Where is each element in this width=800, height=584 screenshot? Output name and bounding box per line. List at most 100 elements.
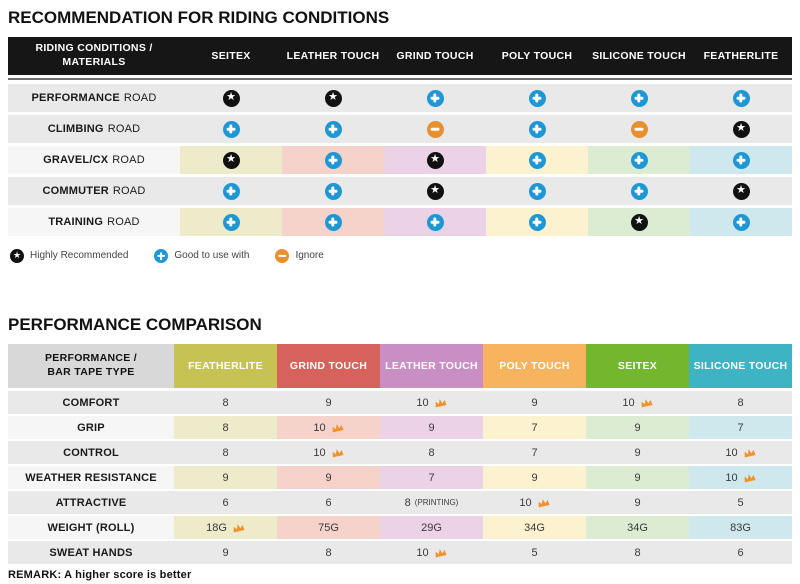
score-value: 9 — [634, 471, 641, 484]
score-cell: 8 — [174, 391, 277, 414]
performance-comparison-title: PERFORMANCE COMPARISON — [8, 315, 262, 334]
riding-header-label: RIDING CONDITIONS / MATERIALS — [35, 42, 153, 68]
score-value: 75G — [318, 521, 339, 534]
crown-icon — [742, 471, 757, 483]
score-value: 6 — [737, 546, 744, 559]
riding-header-col: GRIND TOUCH — [396, 50, 474, 62]
score-value: 8 — [428, 446, 435, 459]
score-value: 10 — [416, 396, 429, 409]
riding-table-header: RIDING CONDITIONS / MATERIALS SEITEX LEATH… — [8, 37, 792, 75]
table-row: SWEAT HANDS 9 8 10 5 8 6 — [8, 541, 792, 564]
score-cell: 10 — [586, 391, 689, 414]
crown-icon — [536, 496, 551, 508]
score-cell: 83G — [689, 516, 792, 539]
score-value: 8 — [634, 546, 641, 559]
row-label: COMMUTER ROAD — [8, 177, 180, 205]
score-cell: 34G — [586, 516, 689, 539]
plus-icon — [324, 151, 342, 169]
rating-cell: ★ — [384, 146, 486, 174]
rating-cell — [180, 208, 282, 236]
plus-icon — [528, 89, 546, 107]
score-cell: 9 — [483, 466, 586, 489]
row-label: SWEAT HANDS — [8, 541, 174, 564]
score-cell: 9 — [586, 416, 689, 439]
rating-cell — [690, 84, 792, 112]
score-value: 9 — [634, 446, 641, 459]
score-cell: 10 — [277, 416, 380, 439]
score-value: 10 — [725, 471, 738, 484]
score-cell: 75G — [277, 516, 380, 539]
performance-section: PERFORMANCE COMPARISON PERFORMANCE / BAR… — [8, 315, 792, 581]
score-cell: 9 — [277, 466, 380, 489]
score-cell: 10 — [689, 441, 792, 464]
score-cell: 7 — [483, 441, 586, 464]
score-value: 9 — [428, 421, 435, 434]
legend-item: ★ Highly Recommended — [10, 248, 129, 263]
performance-header-col: FEATHERLITE — [174, 344, 277, 388]
plus-icon — [222, 213, 240, 231]
row-label: ATTRACTIVE — [8, 491, 174, 514]
row-label: COMFORT — [8, 391, 174, 414]
score-cell: 8 — [174, 416, 277, 439]
score-value: 10 — [313, 446, 326, 459]
rating-cell — [588, 177, 690, 205]
score-value: 9 — [531, 471, 538, 484]
table-row: WEIGHT (ROLL) 18G 75G 29G 34G 34G 83G — [8, 516, 792, 539]
legend-label: Ignore — [295, 250, 324, 261]
score-cell: 7 — [483, 416, 586, 439]
score-value: 5 — [531, 546, 538, 559]
rating-cell: ★ — [282, 84, 384, 112]
performance-header-col: SEITEX — [586, 344, 689, 388]
performance-table: PERFORMANCE / BAR TAPE TYPE FEATHERLITE GR… — [8, 344, 792, 564]
score-value: 34G — [524, 521, 545, 534]
performance-header-col: GRIND TOUCH — [277, 344, 380, 388]
score-cell: 10 — [380, 541, 483, 564]
star-icon: ★ — [10, 248, 24, 263]
plus-icon — [528, 182, 546, 200]
score-value: 6 — [325, 496, 332, 509]
crown-icon — [433, 396, 448, 408]
score-cell: 9 — [483, 391, 586, 414]
row-label: GRAVEL/CX ROAD — [8, 146, 180, 174]
performance-table-header: PERFORMANCE / BAR TAPE TYPE FEATHERLITE GR… — [8, 344, 792, 388]
minus-icon — [630, 120, 648, 138]
legend-label: Highly Recommended — [30, 250, 129, 261]
row-label: PERFORMANCE ROAD — [8, 84, 180, 112]
rating-cell — [588, 84, 690, 112]
rating-cell — [282, 115, 384, 143]
score-cell: 8 — [277, 541, 380, 564]
score-value: 9 — [222, 546, 229, 559]
rating-cell — [384, 84, 486, 112]
score-value: 5 — [737, 496, 744, 509]
score-value: 34G — [627, 521, 648, 534]
crown-icon — [742, 446, 757, 458]
crown-icon — [330, 446, 345, 458]
rating-cell — [282, 208, 384, 236]
star-icon: ★ — [732, 182, 750, 200]
plus-icon — [154, 248, 169, 263]
plus-icon — [732, 89, 750, 107]
table-row: CONTROL 8 10 8 7 9 10 — [8, 441, 792, 464]
star-glyph: ★ — [226, 153, 236, 165]
score-value: 8 — [325, 546, 332, 559]
row-label: CLIMBING ROAD — [8, 115, 180, 143]
rating-cell: ★ — [588, 208, 690, 236]
score-cell: 6 — [277, 491, 380, 514]
score-value: 9 — [634, 496, 641, 509]
score-value: 7 — [531, 446, 538, 459]
plus-icon — [630, 151, 648, 169]
row-label: WEIGHT (ROLL) — [8, 516, 174, 539]
score-cell: 6 — [174, 491, 277, 514]
score-cell: 9 — [586, 491, 689, 514]
score-cell: 8 — [380, 441, 483, 464]
plus-icon — [324, 182, 342, 200]
star-glyph: ★ — [226, 91, 236, 103]
plus-icon — [222, 182, 240, 200]
table-row: COMMUTER ROAD ★ ★ — [8, 177, 792, 205]
rating-cell — [282, 177, 384, 205]
row-label: GRIP — [8, 416, 174, 439]
table-row: GRAVEL/CX ROAD ★ ★ — [8, 146, 792, 174]
star-glyph: ★ — [634, 215, 644, 227]
rating-cell: ★ — [690, 115, 792, 143]
